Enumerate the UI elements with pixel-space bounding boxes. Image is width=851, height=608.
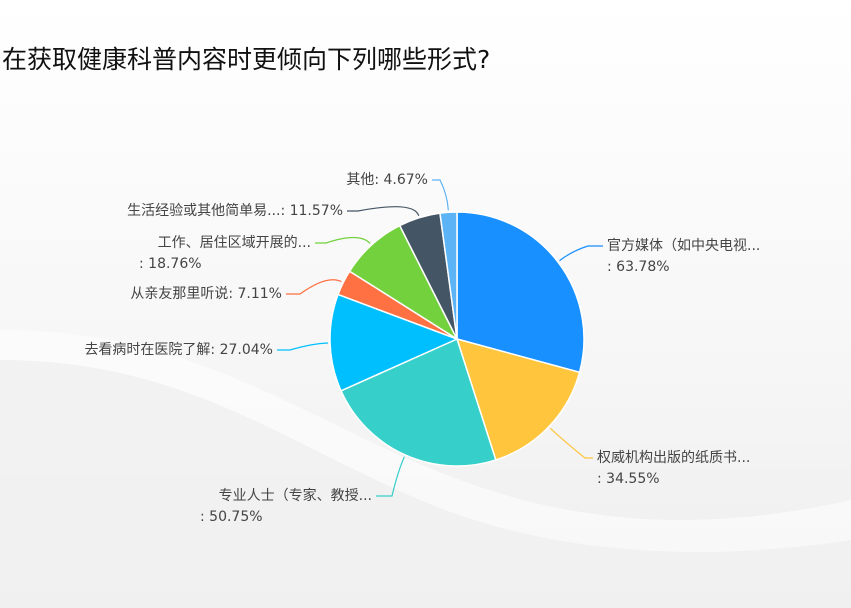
pie-slice[interactable] [455,337,581,461]
slice-label: 生活经验或其他简单易...: 11.57% [127,202,343,219]
slice-label: 其他: 4.67% [346,172,428,188]
slice-label: 权威机构出版的纸质书...: 34.55% [597,450,750,487]
chart-title: 在获取健康科普内容时更倾向下列哪些形式? [2,45,491,74]
leader-line [432,179,449,211]
slice-label: 工作、居住区域开展的...: 18.76% [139,235,311,272]
slice-label: 从亲友那里听说: 7.11% [130,286,282,302]
leader-line [549,427,593,459]
leader-line [376,456,405,497]
leader-line [347,206,420,217]
slice-label: 去看病时在医院了解: 27.04% [84,342,273,358]
leader-line [315,236,371,244]
pie-slice[interactable] [329,293,459,392]
leader-lines [277,179,603,497]
pie-slice[interactable] [340,337,497,467]
slice-labels: 官方媒体（如中央电视...: 63.78% 权威机构出版的纸质书...: 34.5… [84,172,760,525]
pie-slices [329,211,585,467]
leader-line [559,245,603,262]
slice-label: 官方媒体（如中央电视...: 63.78% [607,238,760,275]
pie-slice[interactable] [439,211,458,340]
slice-label: 专业人士（专家、教授...: 50.75% [200,487,372,525]
leader-line [277,342,329,351]
pie-slice[interactable] [456,211,585,374]
leader-line [286,279,342,295]
